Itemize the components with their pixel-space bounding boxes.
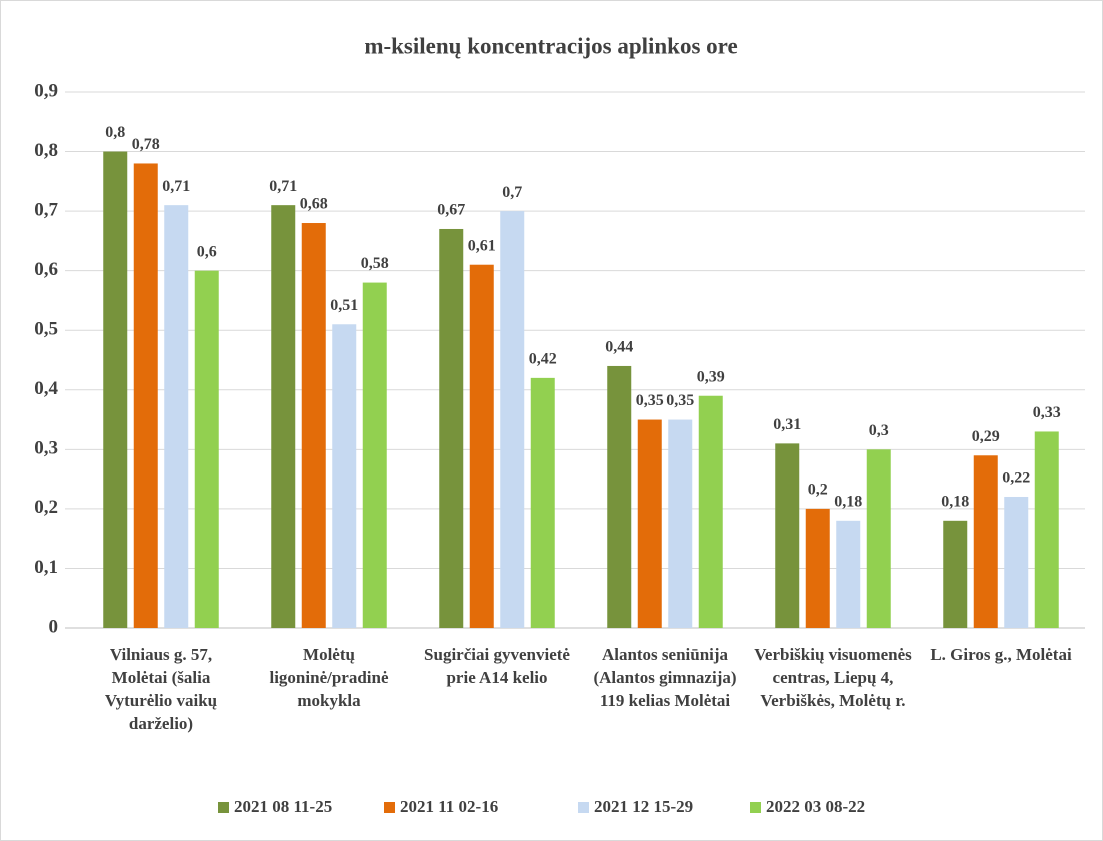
bar [530,377,555,628]
bar [500,211,525,628]
y-tick-label: 0,6 [34,259,58,280]
data-label: 0,67 [437,202,465,219]
data-label: 0,8 [105,124,125,141]
y-tick-label: 0,4 [34,378,58,399]
bar [469,264,494,628]
y-tick-label: 0,1 [34,557,58,578]
bar [698,395,723,628]
data-label: 0,71 [162,178,190,195]
data-label: 0,39 [697,368,725,385]
data-label: 0,7 [502,184,522,201]
x-tick-label: Vilniaus g. 57, Molėtai (šalia Vyturėlio… [104,645,218,733]
bar [836,520,861,628]
x-tick-label: Alantos seniūnija (Alantos gimnazija) 11… [593,645,737,710]
data-label: 0,33 [1033,404,1061,421]
y-tick-label: 0,2 [34,497,58,518]
bar [607,365,632,628]
bar [866,449,891,628]
data-label: 0,31 [773,416,801,433]
data-label: 0,68 [300,196,328,213]
data-label: 0,58 [361,255,389,272]
bar [1004,496,1029,628]
y-tick-label: 0 [49,616,59,637]
bar [194,270,219,628]
legend-swatch [384,802,395,813]
x-tick-label: L. Giros g., Molėtai [930,645,1072,664]
data-label: 0,42 [529,351,557,368]
data-label: 0,6 [197,243,217,260]
bar [164,205,189,628]
legend-label: 2022 03 08-22 [766,797,865,816]
x-tick-label: Verbiškių visuomenės centras, Liepų 4, V… [754,645,912,710]
bar [805,508,830,628]
bar [637,419,662,628]
data-label: 0,71 [269,178,297,195]
y-tick-label: 0,7 [34,199,58,220]
chart-title: m-ksilenų koncentracijos aplinkos ore [364,33,737,58]
bar [668,419,693,628]
x-tick-label: Sugirčiai gyvenvietė prie A14 kelio [424,645,570,687]
legend-label: 2021 11 02-16 [400,797,498,816]
data-label: 0,51 [330,297,358,314]
data-label: 0,35 [666,392,694,409]
legend-label: 2021 12 15-29 [594,797,693,816]
bar [362,282,387,628]
legend-swatch [750,802,761,813]
legend-swatch [578,802,589,813]
data-label: 0,3 [869,422,889,439]
data-label: 0,78 [132,136,160,153]
data-label: 0,2 [808,482,828,499]
bar [301,223,326,628]
x-tick-label: Molėtų ligoninė/pradinė mokykla [269,645,389,710]
y-tick-label: 0,3 [34,438,58,459]
legend-label: 2021 08 11-25 [234,797,332,816]
data-label: 0,18 [941,493,969,510]
bar [775,443,800,628]
legend-swatch [218,802,229,813]
data-label: 0,44 [605,339,633,356]
bar [271,205,296,628]
data-label: 0,29 [972,428,1000,445]
bar [133,163,158,628]
y-tick-label: 0,8 [34,140,58,161]
bar [943,520,968,628]
y-tick-label: 0,5 [34,319,58,340]
bar [103,151,128,629]
data-label: 0,61 [468,237,496,254]
bar [1034,431,1059,628]
bar [439,228,464,628]
data-label: 0,18 [834,493,862,510]
bar [332,324,357,628]
y-tick-label: 0,9 [34,80,58,101]
data-label: 0,22 [1002,470,1030,487]
bar [973,455,998,628]
data-label: 0,35 [636,392,664,409]
